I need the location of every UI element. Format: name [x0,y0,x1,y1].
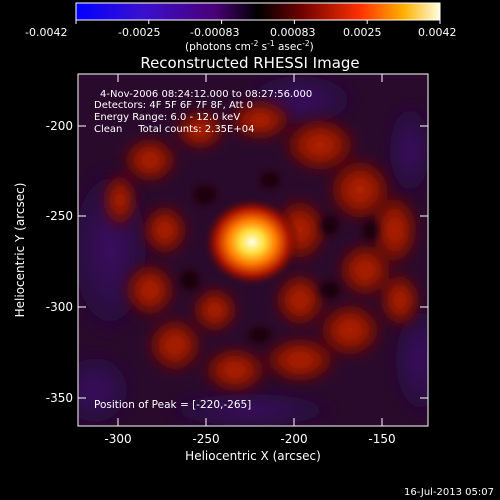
y-axis-label: Heliocentric Y (arcsec) [13,183,27,318]
detectors: Detectors: 4F 5F 6F 7F 8F, Att 0 [94,100,253,111]
x-tick-label: -200 [280,432,307,446]
colorbar-tick: 0.0042 [418,26,457,39]
x-tick-label: -150 [368,432,395,446]
y-tick-label: -300 [46,300,73,314]
y-tick-label: -200 [46,119,73,133]
y-tick-label: -350 [46,391,73,405]
time-range: 4-Nov-2006 08:24:12.000 to 08:27:56.000 [100,89,312,100]
colorbar-unit: (photons cm-2 s-1 asec-2) [185,39,314,53]
rhessi-image [78,74,428,426]
flare-source [204,198,300,286]
x-axis-ticks [117,74,383,426]
plot-title: Reconstructed RHESSI Image [140,54,359,72]
energy-range: Energy Range: 6.0 - 12.0 keV [94,112,240,123]
peak-position: Position of Peak = [-220,-265] [94,399,251,411]
colorbar-tick: 0.00083 [270,26,316,39]
x-axis-label: Heliocentric X (arcsec) [185,449,321,463]
plot-frame [77,73,429,427]
y-tick-label: -250 [46,209,73,223]
x-tick-label: -300 [104,432,131,446]
colorbar-tick: 0.0025 [343,26,382,39]
colorbar-tick: -0.00083 [190,26,239,39]
colorbar: -0.0042 -0.0025 -0.00083 0.00083 0.0025 … [25,2,457,53]
footer-timestamp: 16-Jul-2013 05:07 [404,487,494,498]
y-axis-ticks [78,125,428,399]
x-tick-label: -250 [192,432,219,446]
colorbar-tick: -0.0042 [25,26,67,39]
observation-info: 4-Nov-2006 08:24:12.000 to 08:27:56.000 … [94,89,312,135]
colorbar-gradient [75,2,441,21]
colorbar-tick: -0.0025 [118,26,160,39]
clean-counts: Clean Total counts: 2.35E+04 [94,124,254,135]
